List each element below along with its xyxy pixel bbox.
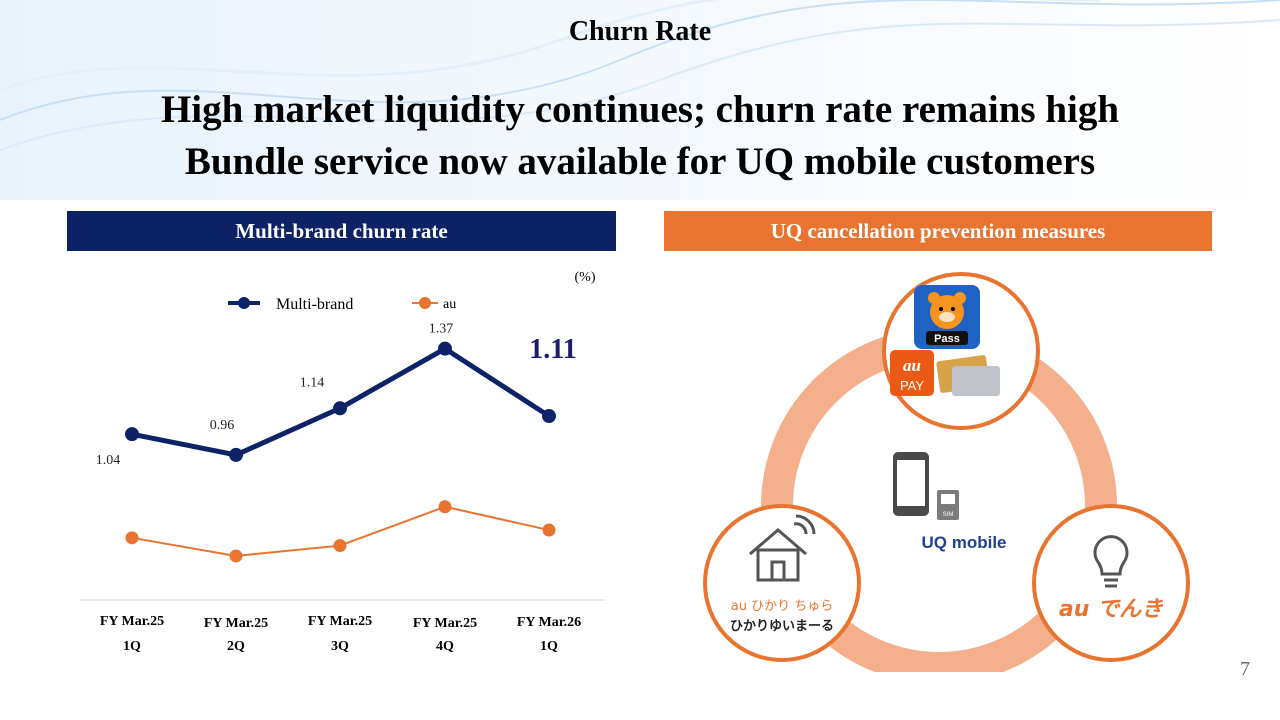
- x-tick-2: FY Mar.25 2Q: [204, 616, 268, 654]
- x-tick-label-2-quarter: 2Q: [227, 639, 245, 654]
- cancellation-prevention-diagram: Pass au PAY SIM UQ mobile: [703, 272, 1190, 672]
- unit-label: (%): [575, 270, 596, 285]
- legend: Multi-brand au: [228, 296, 456, 313]
- data-label-2: 0.96: [210, 418, 235, 433]
- churn-rate-chart: (%) Multi-brand au 1.040.961.141.371.11 …: [80, 270, 605, 654]
- au-pay-icon: au PAY: [890, 350, 934, 396]
- x-tick-4: FY Mar.25 4Q: [413, 616, 477, 654]
- data-label-4: 1.37: [429, 322, 454, 337]
- data-point-multi-brand-3: [333, 401, 347, 416]
- data-point-au-3: [333, 539, 347, 553]
- hikari-yuimaru-label: ひかりゆいまーる: [730, 619, 834, 634]
- x-tick-1: FY Mar.25 1Q: [100, 614, 164, 654]
- background-waves: [0, 0, 1280, 200]
- au-pay-label-top: au: [903, 356, 921, 375]
- sim-card-icon: SIM: [937, 490, 959, 520]
- data-point-au-1: [125, 531, 139, 545]
- data-point-multi-brand-5: [542, 409, 556, 424]
- data-label-3: 1.14: [300, 375, 325, 390]
- x-tick-label-4-quarter: 4Q: [436, 639, 454, 654]
- x-tick-label-5-fy: FY Mar.26: [517, 615, 581, 630]
- pass-label: Pass: [934, 333, 960, 345]
- x-tick-label-3-fy: FY Mar.25: [308, 614, 372, 629]
- x-tick-label-1-fy: FY Mar.25: [100, 614, 164, 629]
- headline-line-2: Bundle service now available for UQ mobi…: [184, 140, 1096, 183]
- x-tick-5: FY Mar.26 1Q: [517, 615, 581, 654]
- page-number: 7: [1240, 658, 1250, 680]
- headline-line-1: High market liquidity continues; churn r…: [160, 88, 1120, 131]
- legend-label-multi-brand: Multi-brand: [276, 296, 353, 313]
- slide-label: Churn Rate: [568, 16, 712, 47]
- data-point-multi-brand-2: [229, 447, 243, 462]
- data-point-au-5: [542, 523, 556, 537]
- x-tick-label-2-fy: FY Mar.25: [204, 616, 268, 631]
- legend-item-au: au: [412, 297, 456, 312]
- pass-app-icon: Pass: [914, 285, 980, 349]
- lightbulb-icon: [1093, 535, 1129, 588]
- electricity-circle: au でんき: [1032, 504, 1190, 662]
- au-pay-label-bottom: PAY: [900, 378, 924, 393]
- data-label-5: 1.11: [529, 334, 576, 365]
- payment-services-circle: Pass au PAY: [882, 272, 1040, 430]
- sim-label: SIM: [943, 512, 954, 518]
- x-tick-label-4-fy: FY Mar.25: [413, 616, 477, 631]
- x-tick-3: FY Mar.25 3Q: [308, 614, 372, 654]
- legend-label-au: au: [443, 297, 456, 312]
- left-panel-header: Multi-brand churn rate: [67, 211, 616, 251]
- uq-mobile-logo: UQ mobile: [921, 533, 1006, 552]
- credit-cards-icon: [936, 355, 1000, 396]
- headline: High market liquidity continues; churn r…: [0, 84, 1280, 188]
- x-tick-label-1-quarter: 1Q: [123, 639, 141, 654]
- home-internet-circle: au ひかり ちゅら ひかりゆいまーる: [703, 504, 861, 662]
- data-point-multi-brand-4: [438, 341, 452, 356]
- data-point-au-4: [438, 500, 452, 514]
- au-denki-label: au でんき: [1059, 597, 1163, 622]
- data-point-au-2: [229, 549, 243, 563]
- smart-home-icon: [749, 514, 816, 582]
- uq-mobile-group: SIM UQ mobile: [893, 452, 1007, 552]
- data-point-multi-brand-1: [125, 427, 139, 442]
- data-label-1: 1.04: [96, 453, 121, 468]
- hikari-chura-label: au ひかり ちゅら: [731, 599, 833, 614]
- legend-item-multi-brand: Multi-brand: [228, 296, 353, 313]
- smartphone-icon: [893, 452, 929, 516]
- right-panel-header: UQ cancellation prevention measures: [664, 211, 1212, 251]
- x-tick-label-5-quarter: 1Q: [540, 639, 558, 654]
- x-tick-label-3-quarter: 3Q: [331, 639, 349, 654]
